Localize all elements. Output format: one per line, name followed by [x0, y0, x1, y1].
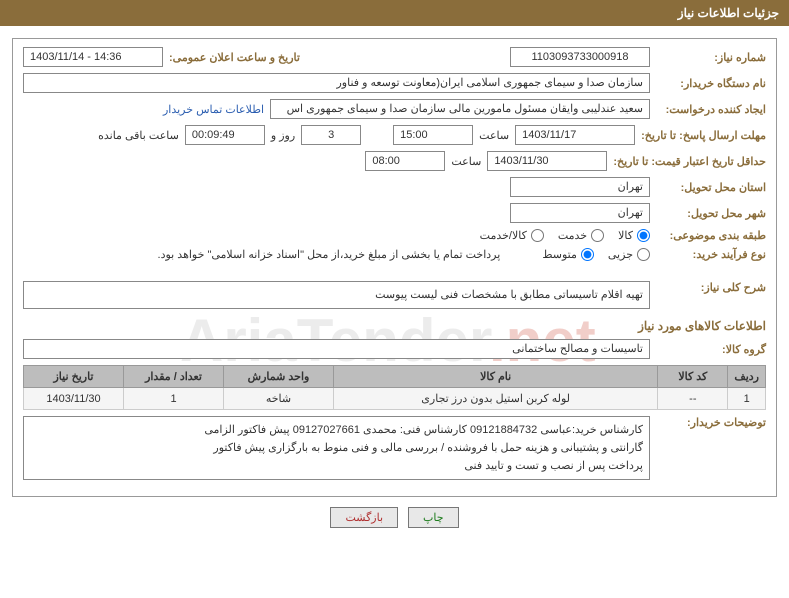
value-valid-time: 08:00	[365, 151, 445, 171]
value-reply-time: 15:00	[393, 125, 473, 145]
section-goods-info: اطلاعات کالاهای مورد نیاز	[23, 319, 766, 333]
value-reply-date: 1403/11/17	[515, 125, 635, 145]
th-name: نام کالا	[334, 366, 658, 388]
label-province: استان محل تحویل:	[656, 181, 766, 194]
subject-radio-group: کالا خدمت کالا/خدمت	[480, 229, 650, 242]
value-city: تهران	[510, 203, 650, 223]
value-goods-group: تاسیسات و مصالح ساختمانی	[23, 339, 650, 359]
label-min-validity: حداقل تاریخ اعتبار قیمت: تا تاریخ:	[613, 155, 766, 168]
label-reply-until: مهلت ارسال پاسخ: تا تاریخ:	[641, 129, 766, 142]
label-requester: ایجاد کننده درخواست:	[656, 103, 766, 116]
value-province: تهران	[510, 177, 650, 197]
label-subject-class: طبقه بندی موضوعی:	[656, 229, 766, 242]
radio-purchase-opt1[interactable]: جزیی	[608, 248, 650, 261]
goods-table: ردیف کد کالا نام کالا واحد شمارش تعداد /…	[23, 365, 766, 410]
label-hour-2: ساعت	[451, 155, 481, 168]
value-requester: سعید عندلیبی وایقان مسئول مامورین مالی س…	[270, 99, 650, 119]
th-code: کد کالا	[658, 366, 728, 388]
value-hms-left: 00:09:49	[185, 125, 265, 145]
label-city: شهر محل تحویل:	[656, 207, 766, 220]
th-unit: واحد شمارش	[224, 366, 334, 388]
radio-purchase-opt2-input[interactable]	[581, 248, 594, 261]
radio-subject-opt2[interactable]: خدمت	[558, 229, 604, 242]
radio-subject-opt3[interactable]: کالا/خدمت	[480, 229, 544, 242]
value-days-left: 3	[301, 125, 361, 145]
footer-buttons: چاپ بازگشت	[12, 507, 777, 528]
label-buyer-notes: توضیحات خریدار:	[656, 416, 766, 429]
radio-purchase-opt1-input[interactable]	[637, 248, 650, 261]
th-qty: تعداد / مقدار	[124, 366, 224, 388]
radio-subject-opt2-input[interactable]	[591, 229, 604, 242]
td-date: 1403/11/30	[24, 388, 124, 410]
label-general-desc: شرح کلی نیاز:	[656, 281, 766, 294]
radio-subject-opt3-input[interactable]	[531, 229, 544, 242]
td-unit: شاخه	[224, 388, 334, 410]
td-qty: 1	[124, 388, 224, 410]
print-button[interactable]: چاپ	[408, 507, 459, 528]
back-button[interactable]: بازگشت	[330, 507, 398, 528]
label-hour-1: ساعت	[479, 129, 509, 142]
th-date: تاریخ نیاز	[24, 366, 124, 388]
page-title: جزئیات اطلاعات نیاز	[678, 6, 779, 20]
label-goods-group: گروه کالا:	[656, 343, 766, 356]
label-announce-dt: تاریخ و ساعت اعلان عمومی:	[169, 51, 300, 64]
label-buyer-org: نام دستگاه خریدار:	[656, 77, 766, 90]
label-days-and: روز و	[271, 129, 295, 142]
label-need-no: شماره نیاز:	[656, 51, 766, 64]
radio-subject-opt1[interactable]: کالا	[618, 229, 650, 242]
buyer-contact-link[interactable]: اطلاعات تماس خریدار	[163, 103, 264, 116]
purchase-radio-group: جزیی متوسط	[542, 248, 650, 261]
radio-subject-opt1-input[interactable]	[637, 229, 650, 242]
main-fieldset: شماره نیاز: 1103093733000918 تاریخ و ساع…	[12, 38, 777, 497]
payment-note: پرداخت تمام یا بخشى از مبلغ خرید،از محل …	[158, 248, 501, 261]
value-buyer-org: سازمان صدا و سیمای جمهوری اسلامی ایران(م…	[23, 73, 650, 93]
td-code: --	[658, 388, 728, 410]
radio-purchase-opt2[interactable]: متوسط	[542, 248, 594, 261]
page-header: جزئیات اطلاعات نیاز	[0, 0, 789, 26]
td-row: 1	[728, 388, 766, 410]
value-need-no: 1103093733000918	[510, 47, 650, 67]
value-buyer-notes: کارشناس خرید:عباسی 09121884732 کارشناس ف…	[23, 416, 650, 480]
value-valid-date: 1403/11/30	[487, 151, 607, 171]
table-row: 1 -- لوله کربن استیل بدون درز تجاری شاخه…	[24, 388, 766, 410]
value-general-desc: تهیه اقلام تاسیساتی مطابق با مشخصات فنی …	[23, 281, 650, 309]
table-header-row: ردیف کد کالا نام کالا واحد شمارش تعداد /…	[24, 366, 766, 388]
label-time-left: ساعت باقی مانده	[98, 129, 179, 142]
label-purchase-type: نوع فرآیند خرید:	[656, 248, 766, 261]
th-row: ردیف	[728, 366, 766, 388]
value-announce-dt: 1403/11/14 - 14:36	[23, 47, 163, 67]
td-name: لوله کربن استیل بدون درز تجاری	[334, 388, 658, 410]
